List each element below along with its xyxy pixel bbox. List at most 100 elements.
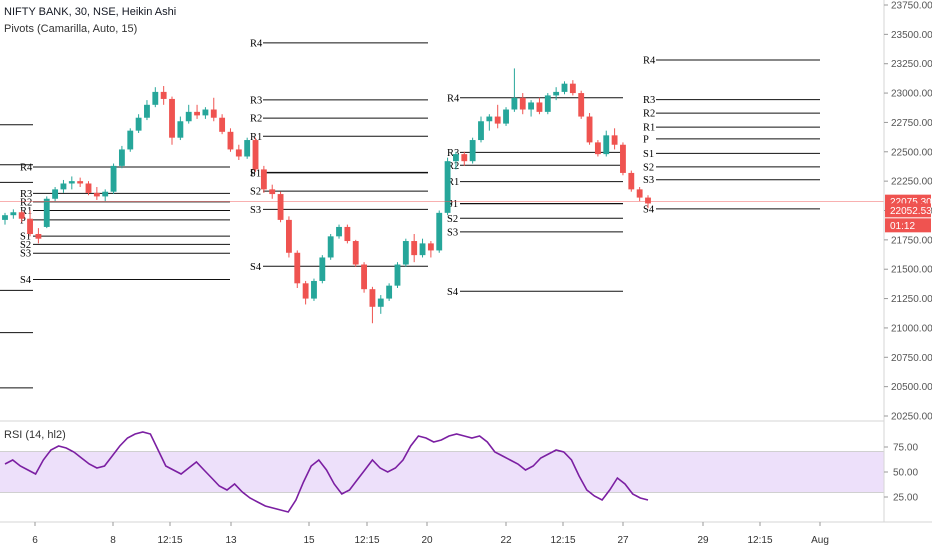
candle-body	[118, 149, 125, 166]
pivot-label-p: P	[250, 168, 256, 179]
candle-body	[478, 121, 484, 141]
candle-body	[135, 117, 142, 131]
candle-body	[453, 154, 459, 162]
pivot-label-r2: R2	[447, 161, 459, 172]
candle-body	[569, 83, 576, 94]
candle-body	[93, 192, 100, 197]
time-tick-label: 22	[500, 535, 512, 546]
candle-body	[645, 197, 651, 204]
pivot-label-s2: S2	[447, 214, 458, 225]
candle-body	[269, 189, 276, 195]
candle-body	[202, 109, 209, 116]
pivot-label-s2: S2	[20, 240, 31, 251]
time-tick-label: 8	[110, 535, 116, 546]
countdown-tag: 01:12	[890, 221, 915, 232]
candle-body	[169, 98, 175, 138]
candle-body	[60, 183, 67, 190]
candle-body	[469, 140, 476, 162]
time-tick-label: Aug	[811, 535, 829, 546]
pivot-label-r3: R3	[643, 95, 655, 106]
candle-body	[177, 121, 184, 138]
candle-body	[2, 215, 8, 220]
candle-body	[85, 183, 92, 193]
time-tick-label: 12:15	[157, 535, 182, 546]
price-tags: 22075.30 22052.53 01:12	[885, 194, 932, 233]
pivot-lines: R4R3R2R1PS1S2S3S4R4R3R2R1PS1S2S3S4R4R3R2…	[0, 38, 820, 389]
candle-body	[235, 149, 242, 157]
time-tick-label: 12:15	[550, 535, 575, 546]
indicator-legend[interactable]: Pivots (Camarilla, Auto, 15)	[4, 23, 137, 35]
price-tick-label: 20500.00	[891, 382, 932, 393]
price-tick-label: 21500.00	[891, 265, 932, 276]
candle-body	[594, 142, 601, 155]
pivot-label-r1: R1	[643, 123, 655, 134]
candle-body	[519, 97, 526, 110]
symbol-title: NIFTY BANK, 30, NSE, Heikin Ashi	[4, 6, 177, 18]
pivot-label-s4: S4	[643, 204, 655, 215]
pivot-label-s4: S4	[250, 262, 262, 273]
rsi-tick-label: 75.00	[893, 443, 918, 454]
pivot-label-r2: R2	[250, 114, 262, 125]
price-tick-label: 23000.00	[891, 89, 932, 100]
price-tick-label: 21750.00	[891, 235, 932, 246]
price-tick-label: 20250.00	[891, 412, 932, 423]
rsi-tick-label: 25.00	[893, 493, 918, 504]
candle-body	[427, 243, 434, 251]
candle-body	[244, 140, 251, 157]
pivot-label-r4: R4	[250, 38, 263, 49]
pivot-label-p: P	[643, 134, 649, 145]
candle-body	[494, 116, 501, 124]
pivot-label-s4: S4	[447, 287, 459, 298]
pivot-label-r2: R2	[20, 197, 32, 208]
time-tick-label: 13	[225, 535, 237, 546]
rsi-label: RSI (14, hl2)	[4, 429, 66, 441]
candle-body	[436, 212, 443, 251]
candle-body	[411, 241, 418, 256]
candle-body	[10, 212, 17, 216]
candle-body	[511, 97, 518, 110]
candle-body	[620, 144, 626, 173]
candle-body	[77, 181, 84, 184]
time-tick-label: 27	[617, 535, 629, 546]
price-tick-label: 22250.00	[891, 177, 932, 188]
candle-body	[27, 218, 33, 234]
pivot-label-p: P	[20, 215, 26, 226]
candle-body	[285, 219, 292, 253]
current-price-tag: 22052.53	[890, 206, 932, 217]
candle-body	[336, 226, 342, 237]
rsi-legend[interactable]: RSI (14, hl2)	[4, 429, 66, 441]
candle-body	[302, 283, 309, 299]
candle-body	[561, 83, 568, 92]
candle-body	[386, 285, 393, 299]
rsi-line	[4, 431, 649, 513]
price-tick-label: 23500.00	[891, 30, 932, 41]
rsi-tick-label: 50.00	[893, 468, 918, 479]
pivot-label-s1: S1	[20, 232, 31, 243]
time-tick-label: 12:15	[354, 535, 379, 546]
pivot-label-r4: R4	[447, 93, 460, 104]
candle-body	[402, 241, 409, 265]
candle-body	[319, 257, 326, 281]
candle-body	[160, 91, 167, 99]
candle-body	[344, 226, 351, 242]
candle-body	[369, 289, 376, 307]
pivot-label-r3: R3	[250, 95, 262, 106]
candle-body	[152, 91, 159, 105]
candle-body	[219, 117, 226, 132]
candle-body	[210, 109, 217, 118]
candle-body	[394, 264, 401, 286]
pivot-label-r1: R1	[250, 132, 262, 143]
candles[interactable]	[2, 68, 651, 324]
pivot-label-r4: R4	[20, 163, 33, 174]
candle-body	[52, 189, 59, 199]
time-tick-label: 20	[421, 535, 433, 546]
countdown-tag-bg	[885, 218, 931, 233]
candle-body	[102, 191, 109, 197]
candle-body	[377, 298, 384, 307]
candle-body	[43, 198, 50, 227]
candle-body	[311, 280, 317, 299]
pivot-label-r1: R1	[20, 206, 32, 217]
pivot-label-s1: S1	[643, 149, 654, 160]
